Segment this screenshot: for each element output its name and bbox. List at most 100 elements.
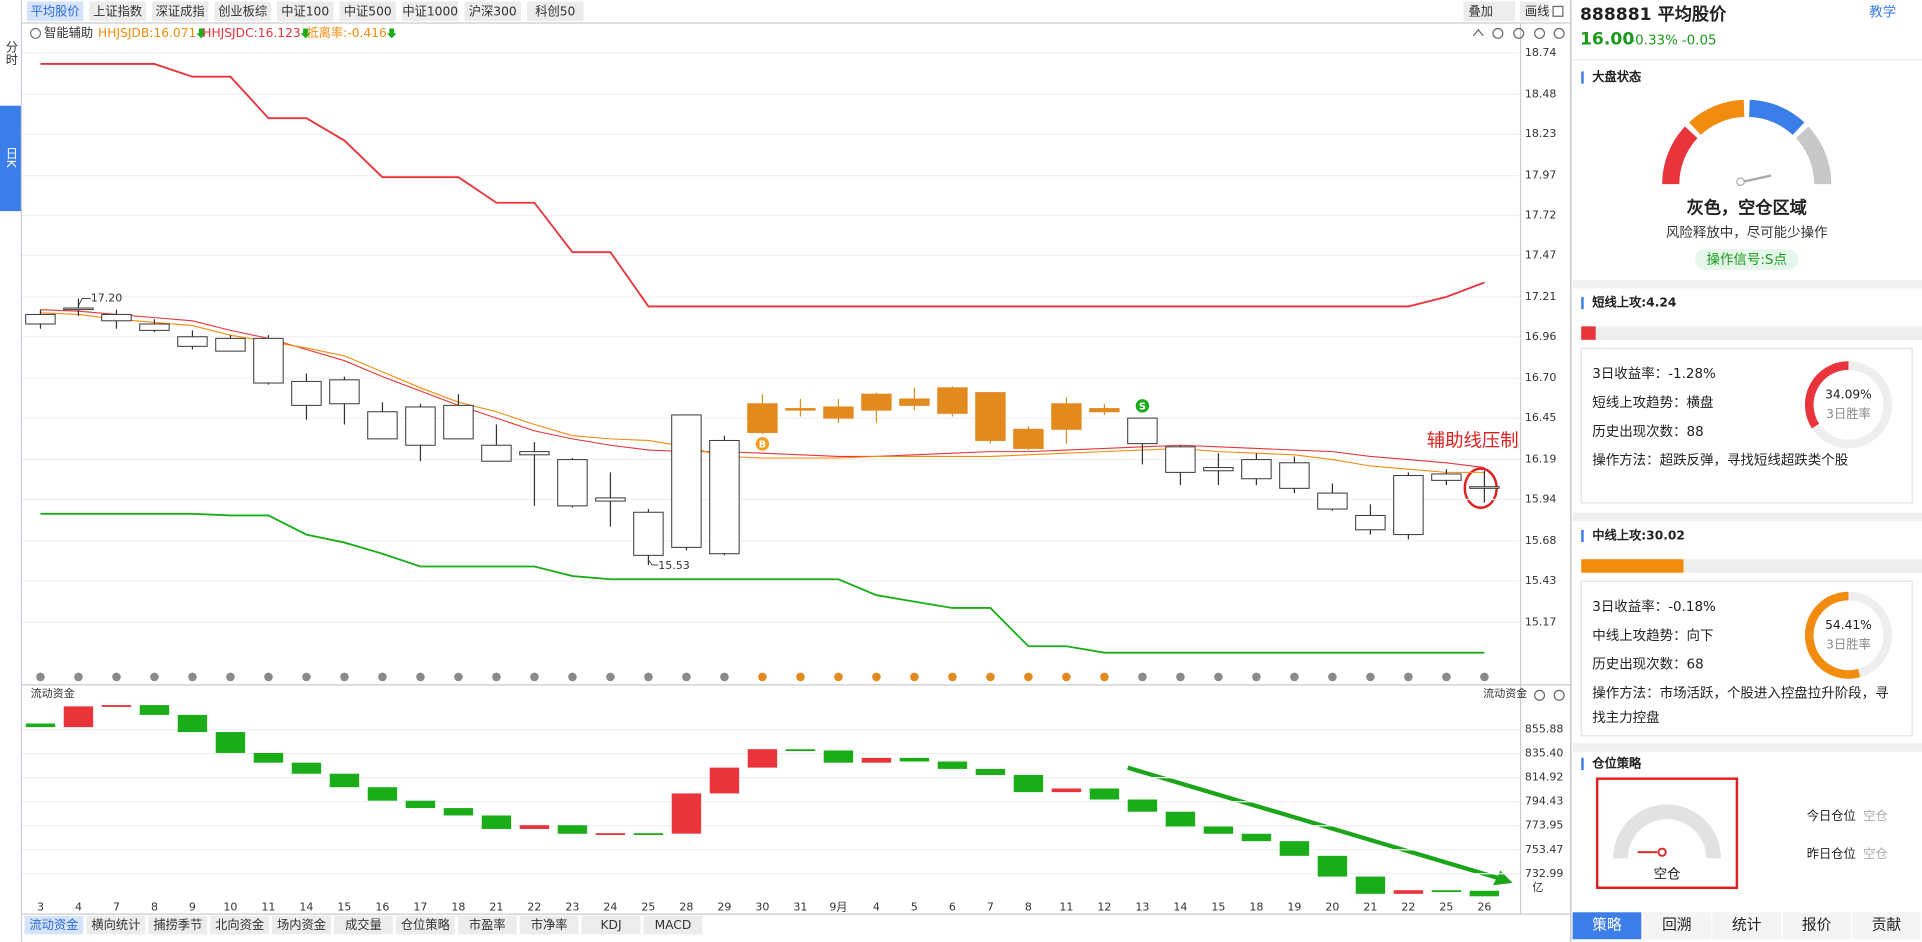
panel-tab[interactable]	[1852, 912, 1921, 940]
top-tab[interactable]	[339, 1, 396, 22]
top-tab[interactable]	[214, 1, 271, 22]
side-tab[interactable]	[0, 105, 21, 212]
toolbar-button[interactable]	[1519, 1, 1550, 22]
zoom-in-icon[interactable]	[1492, 27, 1504, 39]
signal-dot	[74, 672, 83, 682]
section-gap	[1572, 279, 1922, 289]
x-tick-label: 8	[151, 900, 158, 913]
signal-dot	[188, 672, 197, 682]
top-tab[interactable]	[464, 1, 521, 22]
y-tick-label: 17.72	[1525, 209, 1557, 222]
settings-icon[interactable]	[1534, 689, 1546, 701]
refresh-icon[interactable]	[1472, 28, 1484, 37]
layout	[20, 0, 1922, 942]
bottom-tab-label: 市盈率	[469, 917, 506, 932]
x-tick-label: 21	[489, 900, 503, 913]
candle-body	[101, 313, 132, 322]
down-arrow-icon	[196, 28, 207, 39]
bottom-tab-label: 场内资金	[277, 917, 326, 932]
candle-body	[1127, 417, 1158, 445]
bottom-tab[interactable]	[519, 915, 579, 935]
side-tab-label[interactable]: 分时	[4, 41, 18, 66]
low-leader	[648, 559, 659, 566]
bottom-tab[interactable]	[148, 915, 208, 935]
top-tab[interactable]	[26, 1, 84, 22]
flow-bar	[861, 757, 892, 763]
signal-dot	[1366, 672, 1375, 682]
candle-body	[1393, 475, 1424, 536]
x-tick-label: 22	[1401, 900, 1415, 913]
layout-icon[interactable]	[1552, 5, 1564, 17]
signal-dot	[1328, 672, 1337, 682]
signal-dot	[796, 672, 805, 682]
progress-bar	[1581, 326, 1596, 340]
signal-dot	[1214, 672, 1223, 682]
y-tick-label: 15.17	[1525, 615, 1557, 628]
flow-bar	[1431, 890, 1462, 893]
x-tick-label: 11	[1059, 900, 1073, 913]
flow-bar	[1469, 890, 1500, 897]
card	[1580, 347, 1913, 504]
stock-name: 888881 平均股价	[1580, 4, 1727, 25]
top-tab[interactable]	[151, 1, 209, 22]
y-tick-label: 855.88	[1525, 723, 1564, 736]
assist-toggle[interactable]	[30, 27, 42, 39]
bottom-tab[interactable]	[272, 915, 331, 935]
toolbar-label: 叠加	[1468, 4, 1493, 18]
bottom-tab[interactable]	[210, 915, 270, 935]
candle-body	[367, 411, 398, 440]
y-tick-label: 794.43	[1525, 795, 1564, 808]
flow-bar	[329, 773, 360, 788]
signal-dot	[872, 672, 881, 682]
x-tick-label: 26	[1477, 900, 1491, 913]
bottom-tab[interactable]	[581, 915, 641, 935]
stat-line: 历史出现次数：68	[1592, 657, 1703, 673]
signal-dot	[112, 672, 121, 682]
signal-dot	[606, 672, 615, 682]
candle-body	[215, 337, 246, 352]
x-tick-label: 22	[527, 900, 541, 913]
bottom-tab[interactable]	[334, 915, 393, 935]
top-tab[interactable]	[527, 1, 584, 22]
candle-body	[1279, 462, 1310, 489]
top-tab[interactable]	[89, 1, 146, 22]
y-tick-label: 16.45	[1525, 411, 1557, 424]
help-icon[interactable]	[1553, 27, 1565, 39]
panel-tab[interactable]	[1642, 912, 1712, 940]
unit-label: 亿	[1532, 881, 1543, 894]
panel-tab-label: 统计	[1732, 917, 1762, 934]
flow-bar	[1279, 841, 1310, 856]
x-tick-label: 15	[337, 900, 351, 913]
bottom-tab[interactable]	[395, 915, 455, 935]
signal-text: 操作信号:S点	[1706, 252, 1786, 268]
gauge-pivot	[1736, 177, 1745, 187]
settings-icon[interactable]	[1534, 27, 1546, 39]
candle-body	[709, 439, 740, 555]
zoom-out-icon[interactable]	[1513, 27, 1525, 39]
bottom-tab[interactable]	[24, 915, 84, 935]
bottom-tab[interactable]	[643, 915, 703, 935]
section-marker	[1581, 71, 1584, 84]
top-tab[interactable]	[277, 1, 334, 22]
high-label: 17.20	[91, 291, 123, 304]
top-tab[interactable]	[402, 1, 459, 22]
candle-body	[1431, 473, 1462, 481]
bottom-tab[interactable]	[86, 915, 146, 935]
side-tab-label[interactable]: 日K	[4, 147, 18, 168]
toolbar-button[interactable]	[1463, 1, 1516, 22]
candle-body	[405, 406, 436, 446]
x-tick-label: 30	[755, 900, 769, 913]
panel-tab[interactable]	[1712, 912, 1782, 940]
bottom-tab[interactable]	[457, 915, 517, 935]
x-tick-label: 23	[565, 900, 579, 913]
flow-bar	[367, 787, 398, 801]
down-arrow-icon	[386, 28, 397, 39]
candle-body	[1317, 492, 1348, 510]
help-icon[interactable]	[1553, 689, 1565, 701]
panel-tab[interactable]	[1782, 912, 1851, 940]
x-tick-label: 18	[451, 900, 465, 913]
bottom-tab-label: 市净率	[531, 917, 568, 932]
flow-bar	[291, 762, 322, 774]
indicator-value: HHJSJDC:16.123	[202, 26, 300, 40]
panel-tab[interactable]	[1572, 912, 1642, 940]
